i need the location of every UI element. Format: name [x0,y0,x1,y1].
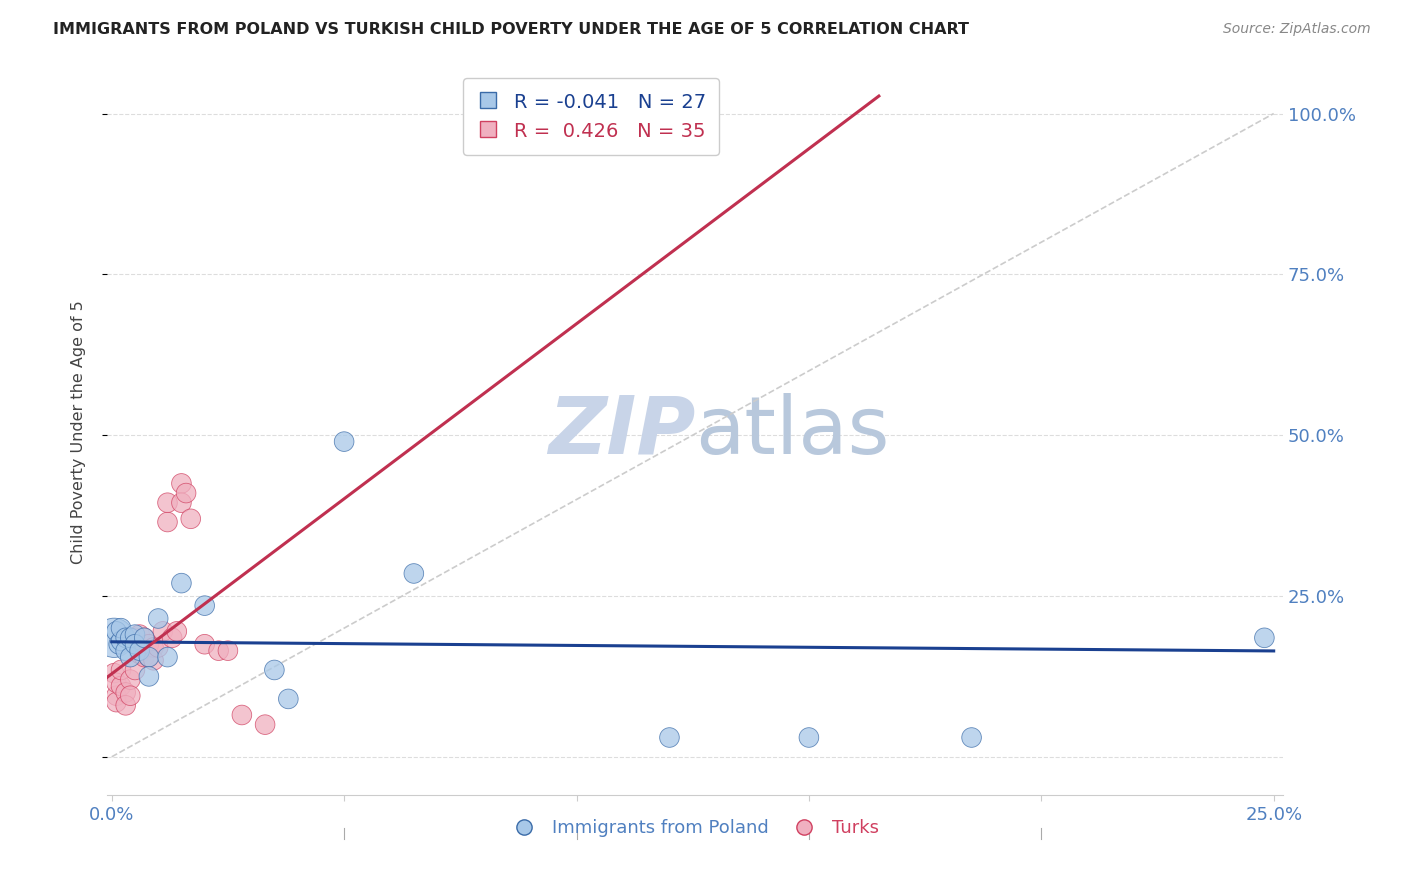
Point [254,717,277,731]
Point [110,679,132,693]
Point [148,611,170,625]
Point [124,631,146,645]
Point [120,689,142,703]
Point [114,631,136,645]
Point [142,640,165,655]
Point [128,647,150,661]
Point [124,627,146,641]
Point [114,698,136,713]
Legend: Immigrants from Poland, Turks: Immigrants from Poland, Turks [503,812,887,845]
Point [120,650,142,665]
Point [156,650,179,665]
Point [103,631,125,645]
Point [263,663,285,677]
Point [110,621,132,635]
Point [138,650,160,665]
Point [138,637,160,651]
Point [114,685,136,699]
Point [170,496,193,510]
Point [105,624,128,639]
Text: IMMIGRANTS FROM POLAND VS TURKISH CHILD POVERTY UNDER THE AGE OF 5 CORRELATION C: IMMIGRANTS FROM POLAND VS TURKISH CHILD … [53,22,969,37]
Point [128,627,150,641]
Point [960,731,983,745]
Point [120,631,142,645]
Point [160,631,183,645]
Point [110,663,132,677]
Point [114,643,136,657]
Point [156,515,179,529]
Point [174,486,197,500]
Point [105,695,128,709]
Point [134,650,156,665]
Point [194,599,217,613]
Point [180,512,202,526]
Point [138,650,160,665]
Point [333,434,356,449]
Point [142,653,165,667]
Y-axis label: Child Poverty Under the Age of 5: Child Poverty Under the Age of 5 [72,300,86,564]
Point [170,476,193,491]
Point [194,637,217,651]
Text: ZIP: ZIP [548,393,695,471]
Point [120,673,142,687]
Point [1253,631,1275,645]
Point [128,643,150,657]
Point [124,637,146,651]
Text: atlas: atlas [695,393,890,471]
Point [207,643,229,657]
Point [148,640,170,655]
Point [658,731,681,745]
Point [105,689,128,703]
Point [152,624,174,639]
Text: Source: ZipAtlas.com: Source: ZipAtlas.com [1223,22,1371,37]
Point [277,692,299,706]
Point [138,669,160,683]
Point [797,731,820,745]
Point [156,496,179,510]
Point [134,631,156,645]
Point [217,643,239,657]
Point [124,663,146,677]
Point [107,637,129,651]
Point [134,631,156,645]
Point [105,676,128,690]
Point [231,708,253,723]
Point [103,666,125,681]
Point [170,576,193,591]
Point [110,634,132,648]
Point [166,624,188,639]
Point [402,566,425,581]
